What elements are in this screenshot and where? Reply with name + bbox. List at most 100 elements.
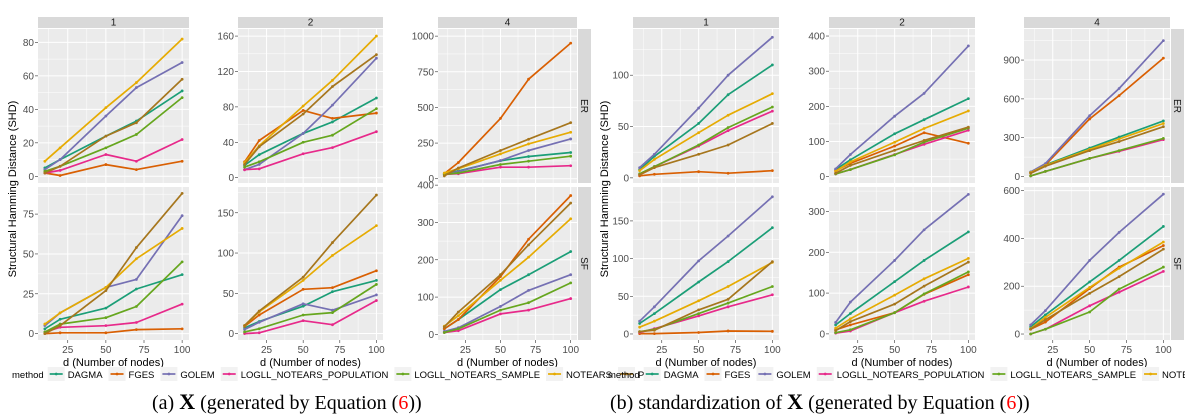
data-point: [893, 144, 897, 148]
caption-suffix: )): [408, 392, 421, 414]
data-point: [58, 324, 62, 328]
data-point: [1117, 94, 1121, 98]
caption-middle: (generated by Equation (: [195, 392, 399, 414]
data-point: [1088, 149, 1092, 153]
x-tick-label: 25: [460, 345, 472, 356]
legend-key-point: [553, 372, 556, 376]
series-logll-notears-sample: [1029, 265, 1165, 336]
data-point: [301, 109, 305, 112]
data-point: [1043, 162, 1047, 165]
data-point: [180, 89, 184, 93]
data-point: [58, 164, 62, 168]
row-strip-label: SF: [1171, 257, 1182, 270]
data-point: [726, 285, 730, 288]
y-tick-label: 300: [1003, 133, 1020, 144]
data-point: [527, 165, 530, 169]
legend-item-logll-notears-sample: LOGLL_NOTEARS_SAMPLE: [990, 367, 1136, 381]
data-point: [726, 113, 730, 117]
data-point: [726, 73, 730, 77]
data-point: [301, 313, 305, 317]
data-point: [893, 153, 897, 157]
data-point: [134, 305, 138, 308]
data-point: [499, 165, 502, 169]
data-point: [1043, 320, 1047, 324]
data-point: [375, 293, 378, 297]
legend-item-dagma: DAGMA: [643, 367, 699, 381]
data-point: [1161, 269, 1165, 273]
data-point: [58, 158, 62, 161]
data-point: [966, 125, 970, 129]
x-axis-title: d (Number of nodes): [1047, 357, 1148, 369]
series-logll-notears-sample: [243, 283, 378, 334]
data-point: [527, 155, 530, 158]
data-point: [652, 312, 656, 316]
legend-label: GOLEM: [776, 370, 810, 381]
data-point: [301, 112, 305, 116]
data-point: [375, 130, 378, 134]
series-dagma: [43, 273, 184, 331]
x-axis-title: d (Number of nodes): [457, 357, 558, 369]
data-point: [726, 126, 730, 129]
y-tick-label: 0: [228, 329, 234, 340]
data-point: [1088, 258, 1092, 262]
panel-background: [1024, 29, 1170, 183]
data-point: [569, 194, 573, 197]
legend-key-point: [823, 372, 827, 376]
column-strip-label: 2: [899, 18, 905, 29]
data-point: [834, 326, 838, 330]
data-point: [331, 146, 334, 149]
data-point: [180, 214, 184, 218]
data-point: [301, 152, 305, 156]
data-point: [134, 121, 138, 125]
data-point: [257, 145, 261, 149]
data-point: [58, 169, 62, 172]
y-tick-label: 0: [623, 329, 629, 340]
panel-background: [829, 187, 975, 340]
data-point: [456, 161, 460, 164]
data-point: [770, 293, 774, 297]
data-point: [104, 324, 108, 328]
data-point: [257, 320, 261, 324]
data-point: [257, 167, 261, 171]
data-point: [848, 164, 852, 167]
series-pc: [243, 193, 378, 327]
series-logll-notears-population: [243, 130, 378, 172]
data-point: [1117, 290, 1121, 294]
data-point: [180, 138, 184, 141]
data-point: [104, 146, 108, 150]
data-point: [652, 332, 656, 335]
y-tick-label: 400: [1003, 234, 1020, 245]
x-tick-label: 75: [730, 345, 742, 356]
data-point: [966, 44, 970, 48]
y-tick-label: 25: [23, 289, 35, 300]
y-tick-label: 750: [417, 67, 434, 78]
series-pc: [638, 122, 774, 177]
data-point: [893, 132, 897, 136]
y-tick-label: 50: [223, 289, 235, 300]
data-point: [243, 328, 246, 331]
data-point: [243, 163, 246, 166]
x-tick-label: 75: [334, 345, 346, 356]
panel-2-ER: 0 40 80 120 160 2: [217, 17, 383, 184]
y-tick-label: 120: [217, 67, 234, 78]
x-tick-label: 50: [100, 345, 112, 356]
data-point: [527, 137, 530, 141]
data-point: [527, 237, 530, 241]
data-point: [1029, 323, 1033, 327]
data-point: [331, 85, 334, 88]
legend-key-point: [54, 372, 58, 376]
data-point: [726, 329, 730, 333]
data-point: [527, 273, 530, 277]
series-dagma: [834, 230, 970, 327]
data-point: [134, 86, 138, 89]
data-point: [966, 270, 970, 274]
data-point: [134, 168, 138, 172]
data-point: [638, 166, 642, 170]
y-tick-label: 400: [417, 181, 434, 192]
data-point: [1088, 114, 1092, 118]
data-point: [726, 305, 730, 309]
data-point: [527, 255, 530, 259]
data-point: [834, 167, 838, 171]
y-axis-title: Structural Hamming Distance (SHD): [599, 101, 611, 278]
data-point: [697, 106, 701, 110]
